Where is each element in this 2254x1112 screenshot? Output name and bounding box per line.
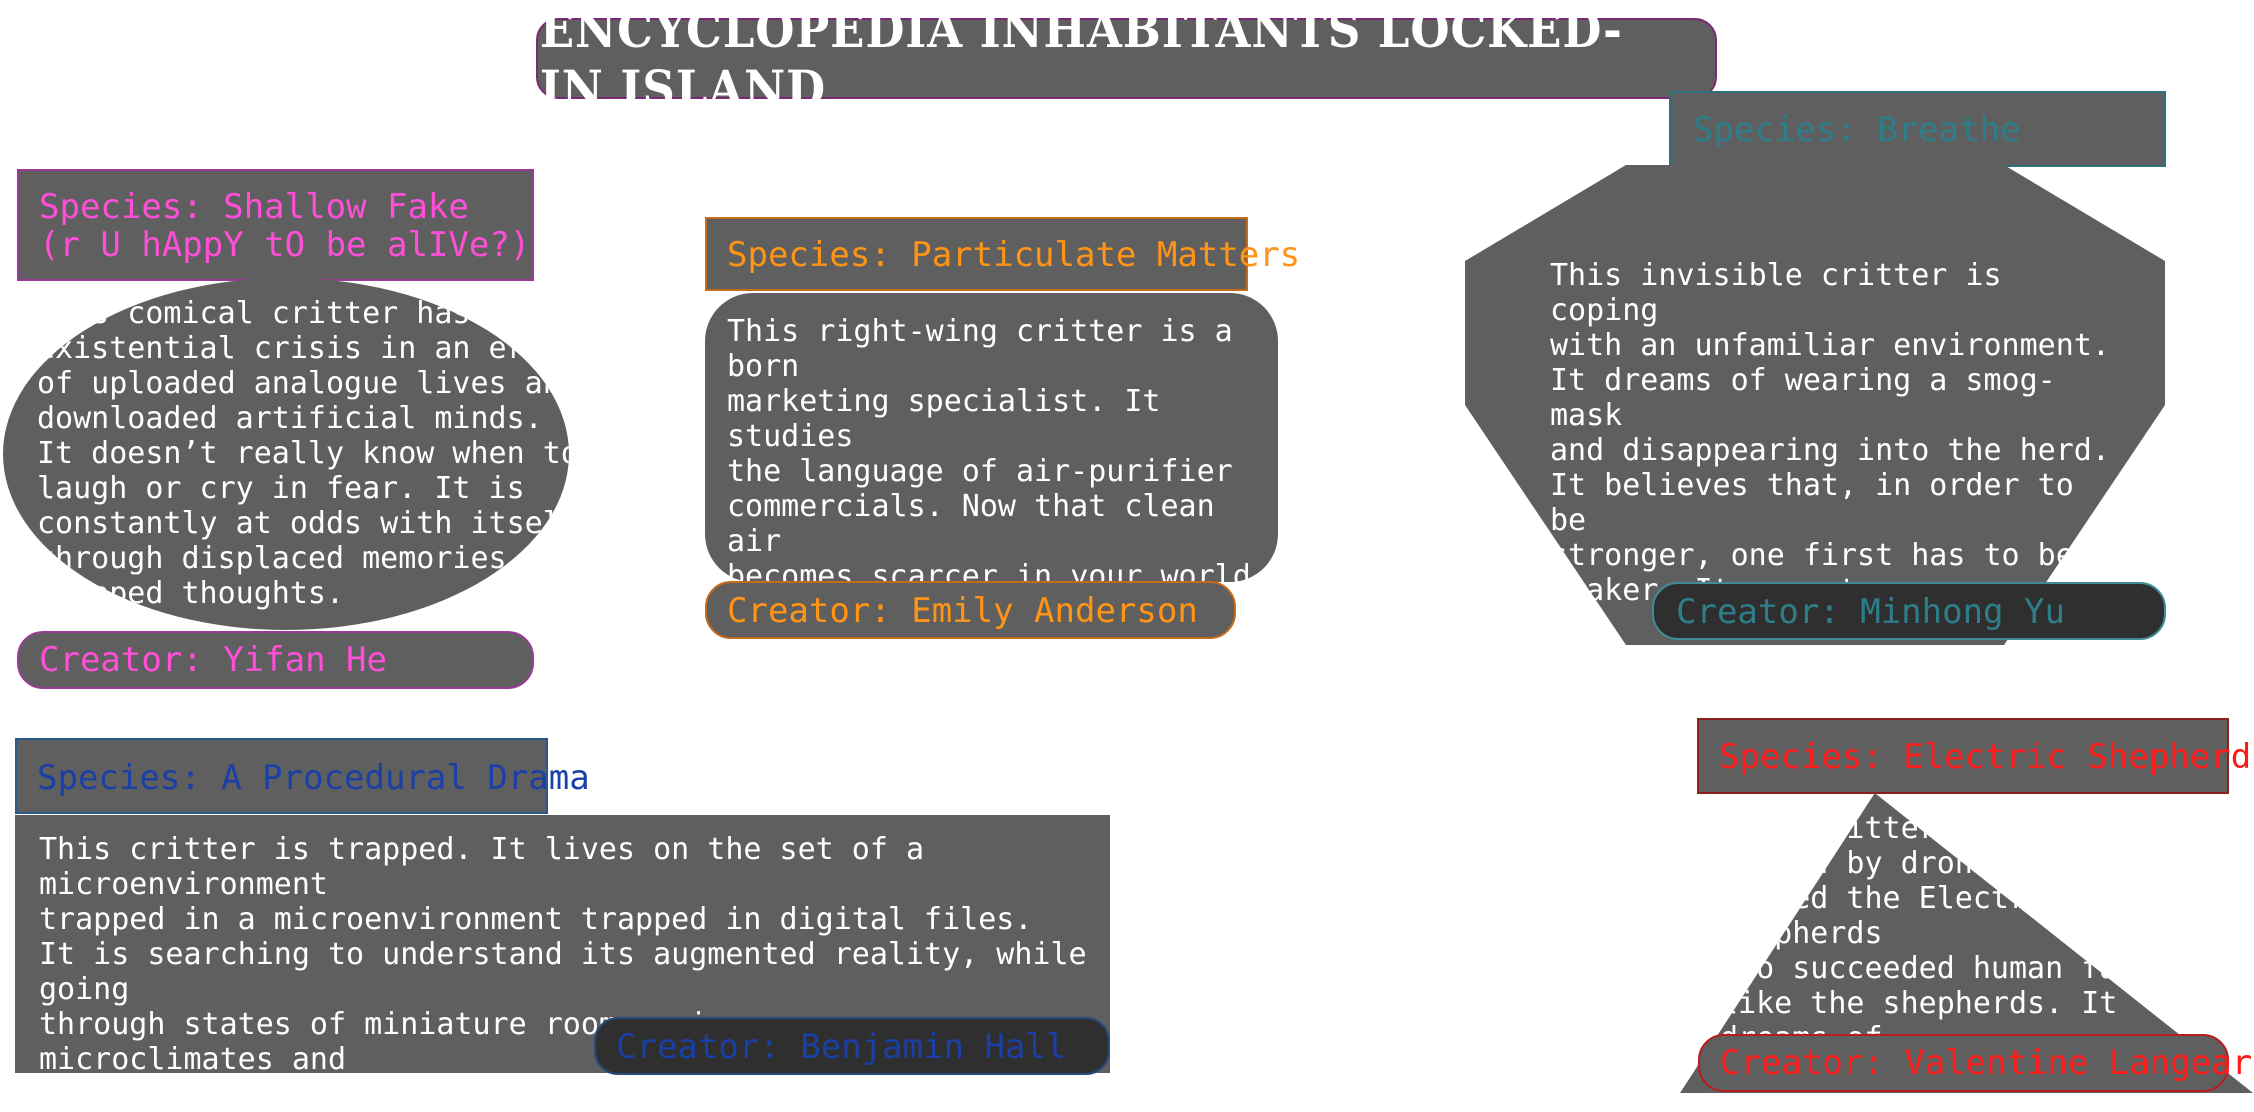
critter-description: This right-wing critter is a born market… <box>727 314 1269 769</box>
critter-description: This critter is trapped. It lives on the… <box>39 832 1087 1112</box>
creator-label-valentine-langeard: Creator: Valentine Langeard <box>1698 1034 2254 1092</box>
critter-description: This invisible critter is coping with an… <box>1550 258 2110 678</box>
species-name: Species: Electric Shepherds <box>1719 737 2254 777</box>
creator-label-benjamin-hall: Creator: Benjamin Hall <box>594 1017 1110 1075</box>
description-box-particulate-matters: This right-wing critter is a born market… <box>705 293 1278 769</box>
species-label-breathe: Species: Breathe <box>1669 91 2166 167</box>
creator-label-yifan-he: Creator: Yifan He <box>17 631 534 689</box>
page-title: ENCYCLOPEDIA INHABITANTS LOCKED-IN ISLAN… <box>539 0 1623 118</box>
critter-description: This comical critter has an existential … <box>37 296 569 611</box>
species-label-shallow-fake: Species: Shallow Fake (r U hAppY tO be a… <box>17 169 534 281</box>
creator-name: Creator: Valentine Langeard <box>1720 1043 2254 1083</box>
species-name: Species: Breathe <box>1693 110 2021 150</box>
species-label-procedural-drama: Species: A Procedural Drama <box>15 738 590 814</box>
creator-name: Creator: Emily Anderson <box>727 591 1198 631</box>
creator-label-minhong-yu: Creator: Minhong Yu <box>1652 582 2166 640</box>
description-ellipse-shallow-fake: This comical critter has an existential … <box>3 278 569 630</box>
species-name: Species: Particulate Matters <box>727 235 1301 275</box>
description-box-procedural-drama: This critter is trapped. It lives on the… <box>15 815 1110 1112</box>
creator-name: Creator: Minhong Yu <box>1676 592 2065 632</box>
description-text-breathe: This invisible critter is coping with an… <box>1550 258 2110 678</box>
species-label-electric-shepherds: Species: Electric Shepherds <box>1697 718 2254 794</box>
creator-label-emily-anderson: Creator: Emily Anderson <box>705 581 1236 639</box>
creator-name: Creator: Benjamin Hall <box>616 1027 1067 1067</box>
species-name: Species: Shallow Fake (r U hAppY tO be a… <box>39 187 531 265</box>
species-name: Species: A Procedural Drama <box>37 758 590 798</box>
title-banner: ENCYCLOPEDIA INHABITANTS LOCKED-IN ISLAN… <box>536 0 1717 118</box>
description-octagon-breathe <box>1465 165 2165 645</box>
species-label-particulate-matters: Species: Particulate Matters <box>705 217 1301 291</box>
creator-name: Creator: Yifan He <box>39 640 387 680</box>
